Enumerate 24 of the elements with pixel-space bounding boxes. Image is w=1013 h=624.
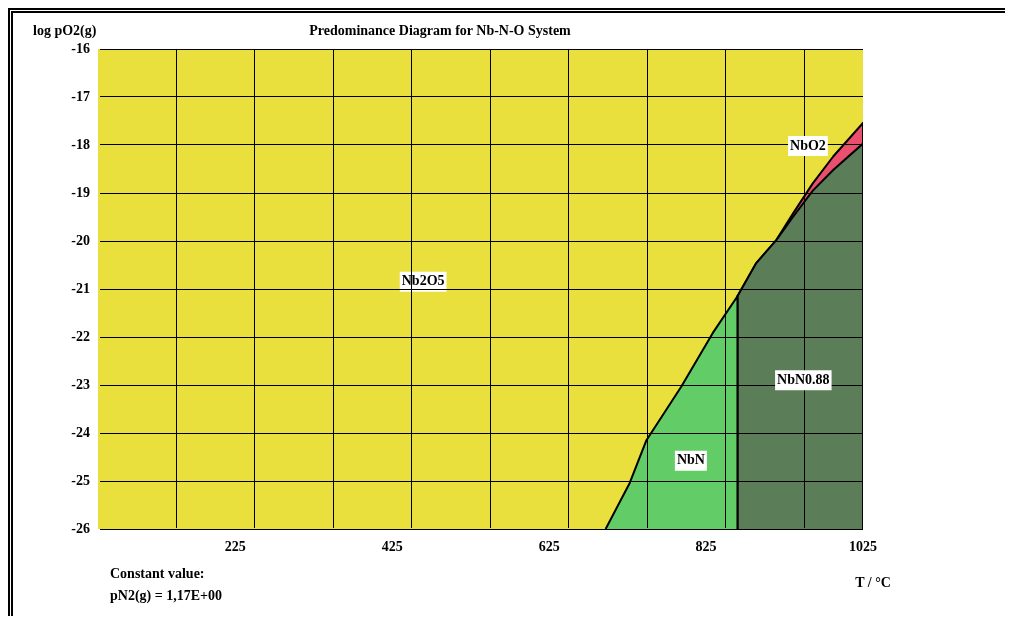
y-tick-label: -22	[71, 328, 90, 344]
y-tick-label: -24	[71, 424, 90, 440]
text: pN2(g) = 1,17E+00	[110, 587, 223, 604]
annotation: NbN	[676, 452, 705, 468]
y-tick-label: -19	[71, 184, 90, 200]
y-tick-label: -18	[71, 136, 90, 152]
chart-title: Predominance Diagram for Nb-N-O System	[309, 22, 572, 38]
y-tick-label: -20	[71, 232, 90, 248]
y-tick-label: -25	[71, 472, 90, 488]
x-tick-label: 1025	[849, 539, 877, 555]
x-axis-title: T / °C	[855, 574, 891, 590]
y-tick-label: -23	[71, 376, 90, 392]
y-axis-title: log pO2(g)	[33, 22, 97, 39]
annotation: NbO2	[790, 137, 826, 153]
x-tick-label: 825	[695, 539, 717, 555]
y-tick-label: -16	[71, 40, 90, 56]
x-tick-label: 225	[224, 539, 246, 555]
y-tick-label: -17	[71, 88, 90, 104]
x-tick-label: 425	[381, 539, 403, 555]
x-tick-label: 625	[538, 539, 560, 555]
annotation: NbN0.88	[777, 371, 830, 387]
y-tick-label: -26	[71, 520, 90, 536]
text: Constant value:	[110, 565, 205, 581]
y-tick-label: -21	[71, 280, 90, 296]
